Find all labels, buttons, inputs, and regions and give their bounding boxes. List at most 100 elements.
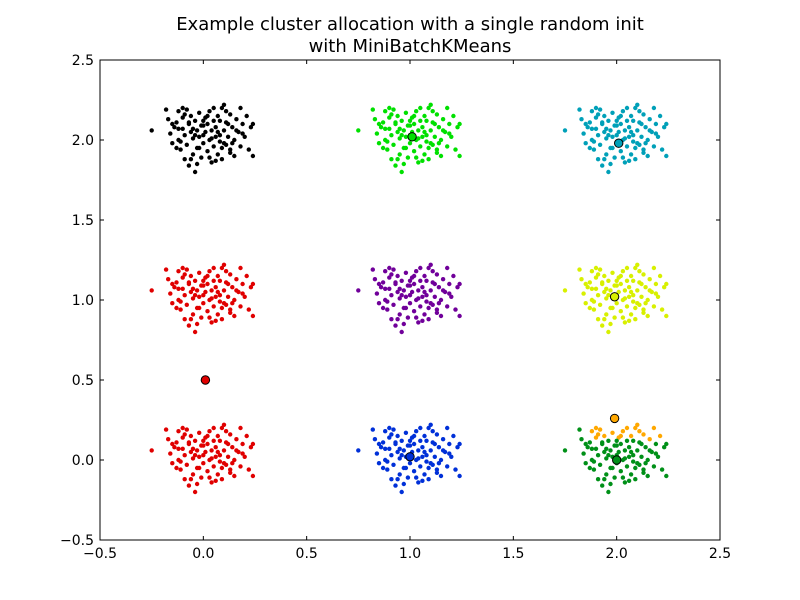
data-point (399, 293, 404, 298)
axis-ticks: −0.5 0.0 0.5 1.0 1.5 2.0 2.5 −0.5 0.0 0.5 1.0 1.5 2.… (60, 53, 731, 562)
data-point (225, 134, 231, 139)
data-point (407, 461, 413, 466)
data-point (641, 147, 646, 152)
data-point (641, 310, 646, 315)
data-point (197, 294, 202, 299)
data-point (659, 147, 665, 152)
data-point (401, 481, 406, 487)
data-point (190, 296, 196, 301)
data-point (376, 141, 382, 146)
data-point (447, 281, 452, 287)
data-point (418, 105, 423, 111)
data-point (240, 131, 245, 136)
data-point (600, 280, 605, 285)
data-point (624, 438, 630, 443)
data-point (383, 446, 388, 451)
data-point (428, 461, 433, 466)
data-point (411, 149, 417, 154)
data-point (589, 126, 595, 131)
data-point (604, 136, 609, 141)
data-point (393, 323, 398, 328)
data-point (228, 112, 233, 117)
data-point (401, 128, 406, 133)
data-point (602, 129, 607, 135)
data-point (653, 121, 659, 127)
data-point (591, 147, 597, 152)
data-point (428, 448, 433, 453)
data-point (248, 125, 254, 130)
data-point (372, 437, 378, 442)
data-point (399, 329, 404, 335)
data-point (248, 445, 254, 450)
data-point (180, 286, 185, 291)
data-point (383, 126, 388, 131)
data-point (622, 288, 628, 293)
data-point (639, 281, 644, 287)
data-point (424, 133, 429, 138)
data-point (203, 289, 208, 295)
data-point (597, 302, 603, 307)
data-point (451, 113, 456, 119)
data-point (635, 301, 640, 306)
data-point (610, 110, 615, 116)
data-point (626, 454, 632, 459)
cluster-centroids (200, 132, 624, 465)
data-point (395, 129, 400, 135)
data-point (626, 318, 632, 323)
data-point (610, 270, 615, 275)
data-point (228, 432, 233, 437)
data-point (213, 125, 218, 130)
data-point (387, 115, 392, 120)
data-point (395, 433, 400, 439)
data-point (647, 448, 652, 453)
data-point (631, 438, 636, 443)
data-point (606, 329, 611, 335)
data-point (606, 293, 611, 298)
data-point (597, 267, 603, 272)
data-point (411, 433, 417, 439)
data-point (645, 473, 650, 479)
data-point (391, 427, 396, 432)
data-point (172, 445, 177, 450)
data-point (622, 296, 628, 301)
data-point (225, 454, 231, 459)
data-point (645, 313, 650, 319)
data-point (186, 323, 192, 328)
data-point (238, 144, 243, 149)
data-point (612, 475, 617, 480)
data-point (618, 149, 623, 154)
data-point (213, 454, 218, 459)
data-point (178, 459, 183, 464)
data-point (217, 278, 223, 283)
data-point (416, 288, 421, 293)
data-point (221, 422, 227, 427)
data-point (228, 310, 233, 315)
data-point (389, 112, 394, 117)
data-point (447, 451, 452, 456)
data-point (593, 425, 599, 431)
data-point (403, 270, 409, 275)
data-point (602, 157, 607, 162)
data-point (641, 150, 646, 155)
data-point (420, 294, 425, 299)
data-point (416, 128, 421, 133)
data-point (380, 145, 386, 151)
data-point (180, 275, 185, 280)
data-point (393, 120, 398, 125)
data-point (209, 320, 214, 325)
data-point (422, 449, 427, 455)
data-point (631, 459, 636, 464)
data-point (234, 117, 239, 122)
data-point (635, 262, 640, 267)
data-point (585, 285, 590, 290)
data-point (583, 141, 588, 146)
data-point (416, 448, 421, 453)
data-point (232, 297, 237, 303)
data-point (608, 288, 613, 293)
y-tick-label: 0.0 (72, 453, 94, 469)
data-point (628, 449, 634, 455)
data-point (422, 152, 427, 157)
data-point (651, 144, 657, 149)
data-point (653, 451, 659, 456)
data-point (455, 445, 460, 450)
